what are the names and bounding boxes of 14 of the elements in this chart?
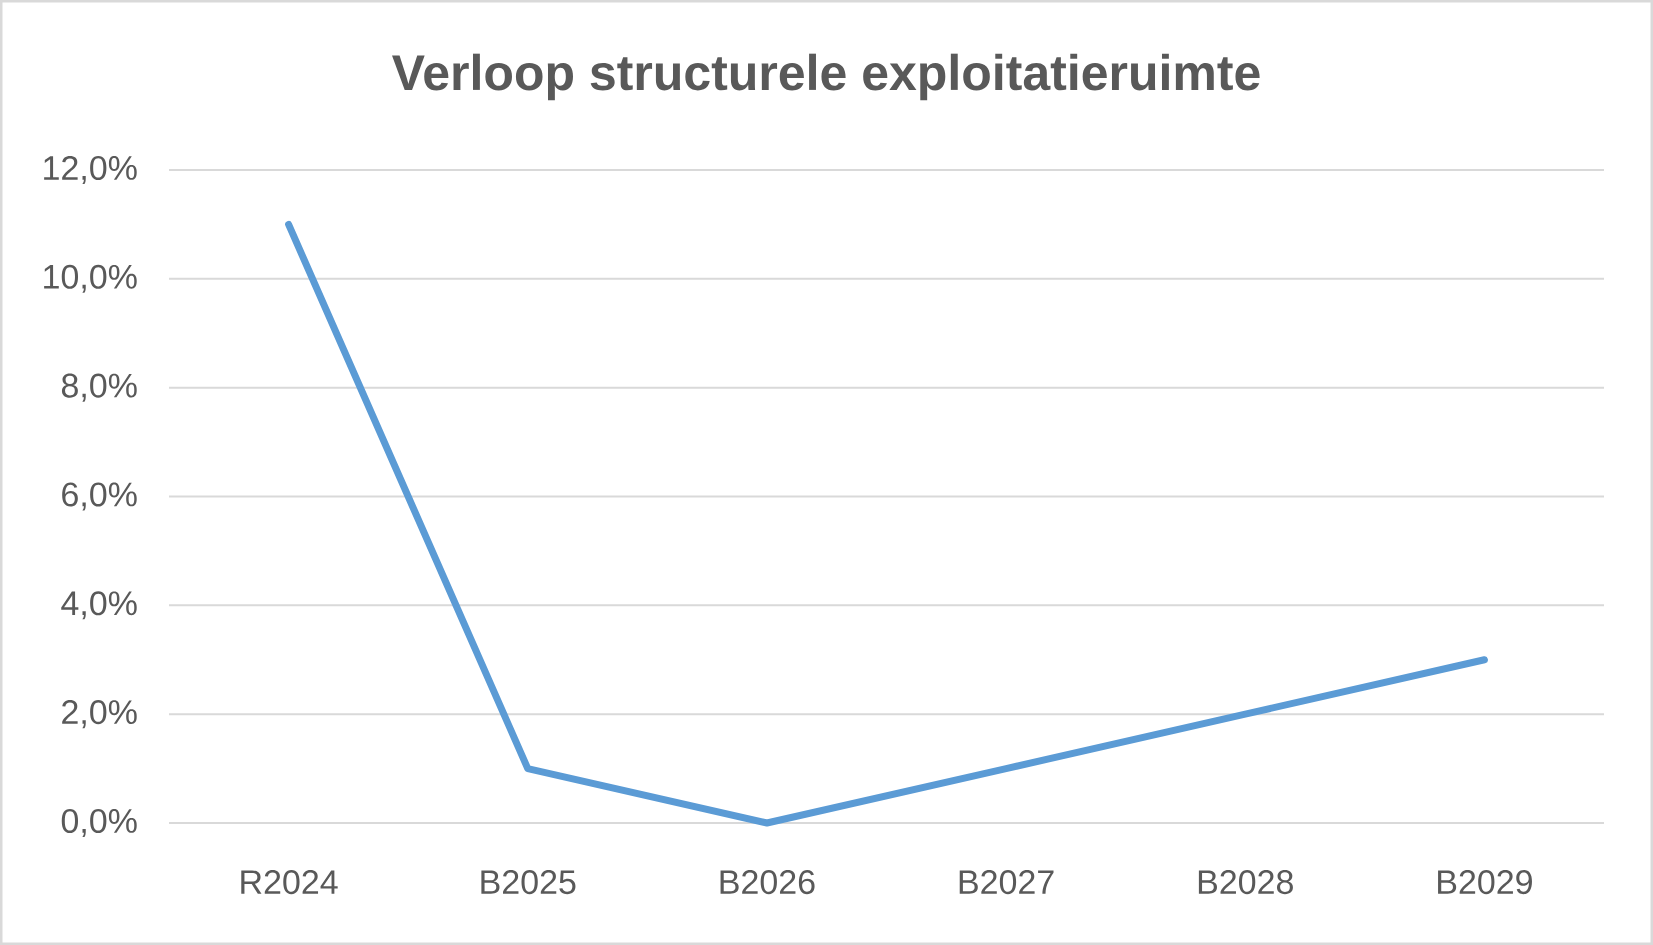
y-tick-label: 6,0%: [62, 482, 137, 511]
y-tick-label: 0,0%: [61, 808, 137, 838]
x-tick-label: B2028: [1198, 870, 1293, 895]
x-tick-label: B2026: [720, 870, 815, 895]
y-tick-label: 8,0%: [61, 373, 137, 402]
x-tick-label: B2029: [1438, 870, 1532, 895]
x-tick-label: R2024: [241, 870, 338, 895]
x-tick-label: B2027: [959, 870, 1054, 895]
y-tick-label: 10,0%: [44, 264, 137, 293]
y-tick-label: 4,0%: [61, 591, 137, 620]
x-tick-label: B2025: [481, 870, 576, 895]
chart-title: Verloop structurele exploitatieruimte: [392, 53, 1260, 101]
y-tick-label: 2,0%: [62, 700, 137, 729]
y-tick-label: 12,0%: [44, 155, 137, 185]
